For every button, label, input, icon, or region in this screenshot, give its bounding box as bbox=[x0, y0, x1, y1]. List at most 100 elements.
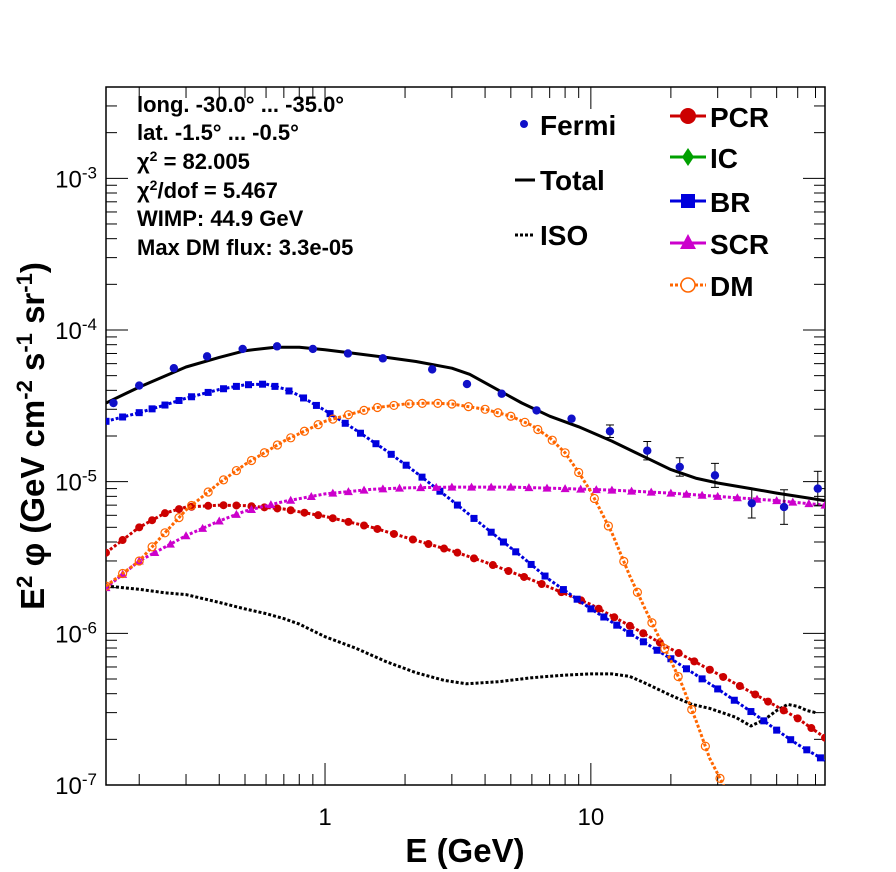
series-marker bbox=[541, 572, 549, 580]
series-marker bbox=[453, 501, 461, 509]
series-marker bbox=[286, 506, 295, 515]
series-marker bbox=[219, 501, 228, 510]
fermi-marker bbox=[378, 354, 388, 363]
series-marker bbox=[160, 509, 169, 518]
series-marker bbox=[487, 528, 495, 536]
fermi-point bbox=[779, 489, 789, 525]
series-marker bbox=[493, 408, 503, 418]
series-marker bbox=[273, 504, 282, 513]
fermi-marker bbox=[779, 502, 789, 512]
series-marker bbox=[418, 473, 426, 481]
series-marker bbox=[547, 435, 557, 445]
series-marker bbox=[594, 604, 603, 613]
info-longitude: long. -30.0° ... -35.0° bbox=[137, 92, 344, 117]
series-marker bbox=[682, 665, 690, 673]
series-marker bbox=[537, 580, 546, 589]
series-marker bbox=[793, 714, 802, 723]
series-marker bbox=[299, 426, 310, 436]
fermi-marker bbox=[532, 406, 541, 415]
series-marker bbox=[106, 583, 111, 592]
series-marker bbox=[147, 542, 157, 552]
series-marker bbox=[417, 398, 427, 408]
series-marker bbox=[204, 501, 213, 510]
series-marker bbox=[687, 704, 697, 715]
legend-left: Fermi Total ISO bbox=[515, 110, 616, 251]
series-marker bbox=[314, 511, 323, 520]
series-marker bbox=[134, 556, 144, 566]
series-marker bbox=[653, 646, 661, 654]
fermi-marker bbox=[343, 349, 353, 358]
series-marker bbox=[574, 467, 584, 478]
fermi-marker bbox=[497, 389, 506, 398]
series-scr bbox=[106, 482, 825, 592]
series-marker bbox=[259, 448, 270, 458]
series-marker bbox=[527, 560, 535, 568]
series-marker bbox=[286, 433, 296, 443]
series-marker bbox=[378, 484, 388, 493]
fermi-marker bbox=[747, 499, 756, 508]
series-marker bbox=[576, 484, 586, 493]
series-marker bbox=[603, 521, 613, 531]
fermi-marker bbox=[109, 398, 118, 408]
series-marker bbox=[520, 572, 529, 581]
series-marker bbox=[395, 483, 405, 492]
series-marker bbox=[573, 595, 581, 603]
x-tick-label: 1 bbox=[318, 804, 331, 831]
series-marker bbox=[807, 724, 816, 733]
series-marker bbox=[373, 524, 382, 533]
series-marker bbox=[486, 482, 496, 491]
series-marker bbox=[467, 482, 477, 491]
series-marker bbox=[625, 621, 634, 630]
series-total bbox=[106, 345, 825, 503]
series-marker bbox=[788, 497, 798, 506]
series-marker bbox=[188, 393, 196, 401]
series-marker bbox=[326, 410, 334, 418]
legend-dm-marker bbox=[680, 277, 696, 293]
series-marker bbox=[232, 382, 240, 390]
series-marker bbox=[803, 746, 811, 754]
fermi-point bbox=[532, 406, 541, 415]
series-marker bbox=[118, 536, 127, 545]
series-marker bbox=[463, 402, 474, 412]
series-marker bbox=[135, 409, 143, 417]
series-marker bbox=[488, 561, 497, 570]
series-marker bbox=[506, 482, 516, 491]
legend-br-label: BR bbox=[710, 187, 750, 218]
series-pcr bbox=[106, 501, 825, 742]
series-marker bbox=[285, 387, 293, 395]
series-marker bbox=[499, 538, 507, 546]
fermi-point bbox=[169, 363, 179, 373]
fermi-point bbox=[308, 344, 318, 354]
series-marker bbox=[402, 461, 410, 469]
fermi-point bbox=[272, 342, 282, 351]
series-marker bbox=[626, 629, 634, 637]
legend-total-label: Total bbox=[540, 165, 605, 196]
series-dm bbox=[106, 398, 726, 785]
series-marker bbox=[751, 690, 760, 699]
series-marker bbox=[312, 401, 320, 409]
series-marker bbox=[627, 486, 637, 495]
legend-right: PCR IC BR SCR DM bbox=[670, 102, 769, 302]
series-marker bbox=[714, 685, 722, 693]
series-marker bbox=[431, 482, 441, 491]
series-marker bbox=[773, 726, 781, 734]
fermi-point bbox=[813, 470, 822, 507]
x-tick-labels: 1 10 bbox=[318, 804, 604, 831]
series-marker bbox=[408, 535, 417, 544]
series-marker bbox=[772, 496, 782, 505]
series-marker bbox=[469, 554, 478, 563]
series-marker bbox=[719, 672, 728, 681]
series-marker bbox=[787, 736, 795, 744]
series-marker bbox=[359, 485, 369, 494]
series-marker bbox=[647, 618, 657, 628]
fermi-marker bbox=[238, 344, 247, 354]
series-marker bbox=[313, 420, 323, 430]
series-marker bbox=[447, 399, 457, 409]
axis-ticks bbox=[106, 86, 825, 786]
series-marker bbox=[300, 394, 308, 402]
series-marker bbox=[520, 417, 530, 427]
series-marker bbox=[698, 675, 706, 683]
series-marker bbox=[666, 488, 676, 497]
fermi-marker bbox=[462, 379, 472, 389]
